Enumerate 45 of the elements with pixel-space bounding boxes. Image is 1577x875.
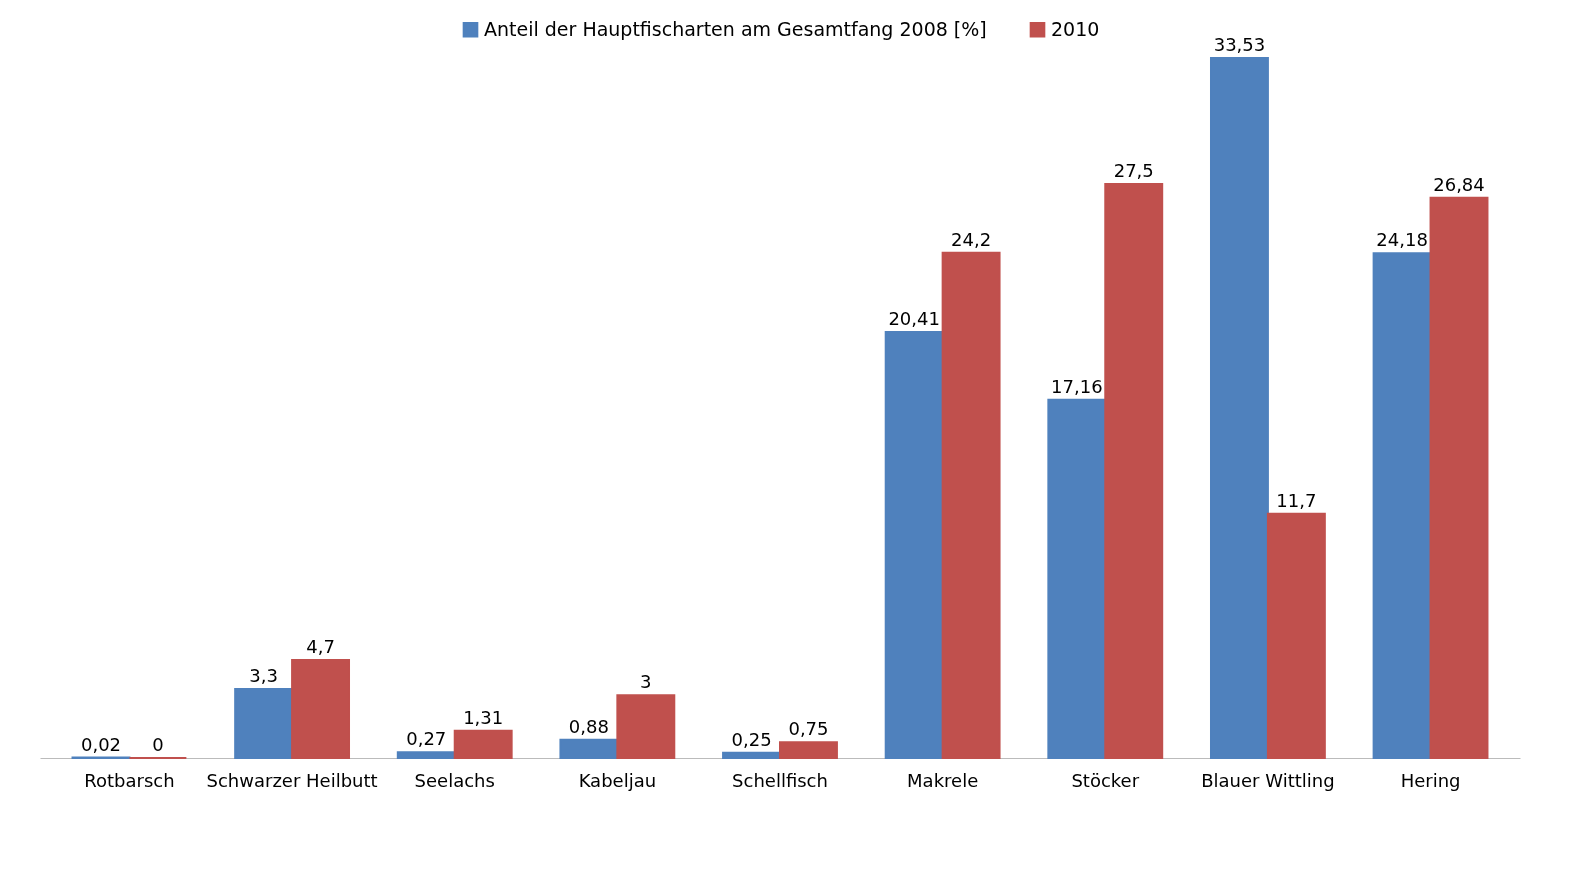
data-label: 0,27: [406, 728, 447, 750]
data-label: 0,02: [80, 733, 122, 755]
legend-label: 2010: [1051, 17, 1100, 40]
bar: [291, 658, 351, 759]
bar: [779, 741, 838, 759]
x-tick-label: Seelachs: [414, 769, 495, 791]
bar: [1429, 196, 1489, 759]
x-tick-label: Hering: [1400, 769, 1461, 791]
x-tick-label: Blauer Wittling: [1201, 769, 1335, 791]
x-tick-label: Kabeljau: [578, 769, 657, 791]
bar: [396, 751, 456, 759]
data-label: 0,25: [731, 728, 772, 750]
data-label: 24,2: [951, 228, 992, 250]
bar: [616, 694, 676, 759]
bar: [453, 729, 513, 759]
data-label: 11,7: [1276, 489, 1317, 511]
data-label: 26,84: [1433, 173, 1485, 195]
bar: [941, 251, 1001, 759]
bar: [559, 738, 619, 759]
bar: [1209, 57, 1269, 759]
data-label: 4,7: [306, 635, 335, 657]
data-label: 33,53: [1213, 34, 1266, 55]
x-tick-label: Stöcker: [1071, 769, 1140, 791]
bar: [1104, 182, 1164, 759]
data-label: 24,18: [1376, 229, 1428, 251]
data-label: 0,88: [568, 715, 609, 737]
x-tick-label: Schellfisch: [732, 769, 828, 791]
x-tick-label: Rotbarsch: [84, 769, 175, 791]
data-label: 17,16: [1051, 375, 1103, 397]
data-label: 1,31: [463, 706, 504, 728]
bar: [234, 688, 294, 759]
legend-label: Anteil der Hauptfischarten am Gesamtfang 2008 [%]: [484, 17, 987, 40]
x-tick-label: Makrele: [907, 769, 979, 791]
x-tick-label: Schwarzer Heilbutt: [206, 769, 378, 791]
data-label: 27,5: [1113, 159, 1154, 181]
data-label: 0: [152, 734, 164, 755]
bar: [1372, 252, 1432, 759]
bar: [1047, 398, 1107, 759]
data-label: 20,41: [888, 307, 940, 329]
data-label: 0,75: [788, 718, 829, 740]
data-label: 3: [640, 671, 652, 693]
bar: [1266, 512, 1326, 759]
data-label: 3,3: [249, 665, 278, 687]
bar: [884, 330, 944, 759]
bar: [722, 751, 781, 759]
